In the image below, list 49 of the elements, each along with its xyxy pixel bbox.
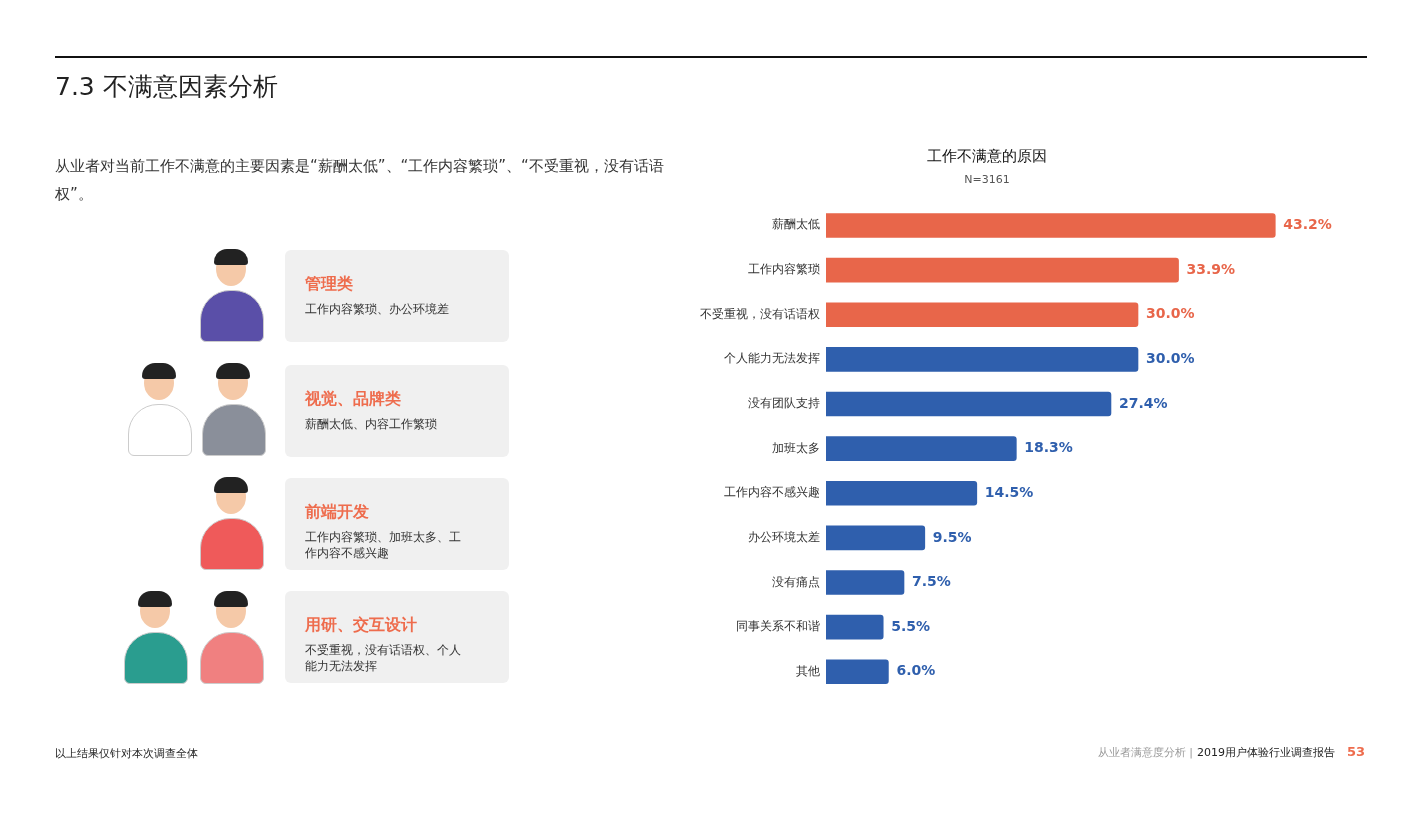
data-label: 7.5% xyxy=(912,573,951,590)
text: 2019用户体验行业调查报告 xyxy=(1196,745,1335,760)
text: 视觉、品牌类 xyxy=(305,389,402,410)
y-tick-label: 工作内容不感兴趣 xyxy=(724,485,820,500)
bar xyxy=(826,436,1017,461)
data-label: 5.5% xyxy=(891,617,931,634)
bar xyxy=(826,213,1276,238)
text: 工作内容繁琐、加班太多、工作内容不感兴趣 xyxy=(305,529,462,561)
bar xyxy=(826,347,1139,372)
y-tick-label: 加班太多 xyxy=(772,440,820,455)
y-tick-label: 薪酬太低 xyxy=(772,217,820,232)
text: 不受重视，没有话语权、个人能力无法发挥 xyxy=(305,642,462,674)
chart-title: 工作不满意的原因 xyxy=(927,146,1047,165)
y-tick-label: 没有团队支持 xyxy=(748,396,820,411)
y-tick-label: 没有痛点 xyxy=(772,574,820,589)
bar xyxy=(826,614,884,640)
chart-subtitle: N=3161 xyxy=(964,173,1010,187)
data-label: 14.5% xyxy=(984,483,1034,500)
bar xyxy=(826,570,905,595)
data-label: 30.0% xyxy=(1146,350,1195,367)
bar xyxy=(826,257,1179,283)
bar xyxy=(826,302,1139,328)
text: 从业者对当前工作不满意的主要因素是“薪酬太低”、“工作内容繁琐”、“不受重视，没有话语权”。 xyxy=(55,156,665,205)
data-label: 30.0% xyxy=(1146,305,1195,322)
text: 用研、交互设计 xyxy=(305,615,418,636)
text: 薪酬太低、内容工作繁琐 xyxy=(305,416,438,432)
text: 53 xyxy=(1346,744,1365,759)
y-tick-label: 不受重视，没有话语权 xyxy=(700,306,820,321)
text: 7.3 不满意因素分析 xyxy=(55,71,278,103)
bar xyxy=(826,525,926,551)
data-label: 43.2% xyxy=(1283,216,1332,233)
data-label: 9.5% xyxy=(932,528,972,545)
bar xyxy=(826,391,1112,417)
text: 从业者满意度分析 | xyxy=(1097,745,1193,760)
text: 工作内容繁琐、办公环境差 xyxy=(305,301,450,317)
y-tick-label: 工作内容繁琐 xyxy=(748,262,820,277)
text: 前端开发 xyxy=(305,502,370,523)
y-tick-label: 同事关系不和谐 xyxy=(736,619,820,634)
bar xyxy=(826,480,978,506)
data-label: 27.4% xyxy=(1118,394,1168,411)
y-tick-label: 个人能力无法发挥 xyxy=(724,351,820,366)
bar xyxy=(826,659,889,685)
data-label: 18.3% xyxy=(1024,439,1073,456)
data-label: 33.9% xyxy=(1186,260,1236,277)
data-label: 6.0% xyxy=(896,662,936,679)
y-tick-label: 其他 xyxy=(796,663,820,678)
text: 以上结果仅针对本次调查全体 xyxy=(55,746,198,761)
text: 管理类 xyxy=(305,274,354,295)
y-tick-label: 办公环境太差 xyxy=(748,529,820,544)
